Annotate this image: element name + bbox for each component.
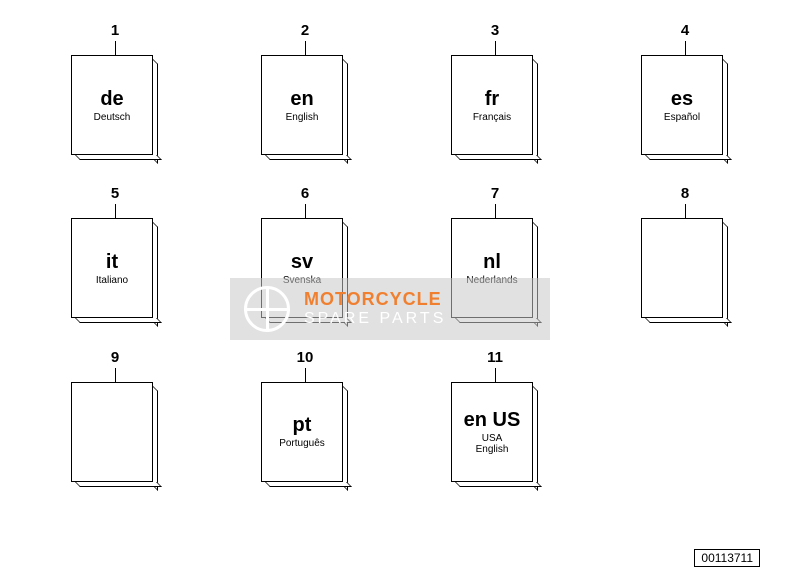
callout-number: 11 bbox=[487, 349, 503, 366]
book-cover: fr Français bbox=[451, 55, 533, 155]
book-pages bbox=[455, 482, 542, 487]
book-cover bbox=[71, 382, 153, 482]
book-cover: es Español bbox=[641, 55, 723, 155]
book-cover bbox=[641, 218, 723, 318]
callout-number: 9 bbox=[111, 349, 119, 366]
grid-cell: 9 bbox=[20, 349, 210, 512]
grid-cell: 11 en USUSA English bbox=[400, 349, 590, 512]
book-spine bbox=[153, 59, 158, 164]
grid-cell: 10 pt Português bbox=[210, 349, 400, 512]
grid-cell: 8 bbox=[590, 185, 780, 348]
book-spine bbox=[533, 222, 538, 327]
manual-book-icon: it Italiano bbox=[71, 218, 159, 326]
book-spine bbox=[723, 222, 728, 327]
language-name: Deutsch bbox=[94, 112, 131, 123]
language-name: Nederlands bbox=[466, 275, 517, 286]
language-code: pt bbox=[293, 414, 312, 436]
manual-book-icon: sv Svenska bbox=[261, 218, 349, 326]
book-cover: en English bbox=[261, 55, 343, 155]
language-code: es bbox=[671, 88, 693, 110]
book-pages bbox=[75, 318, 162, 323]
book-cover: sv Svenska bbox=[261, 218, 343, 318]
book-pages bbox=[645, 318, 732, 323]
callout-number: 7 bbox=[491, 185, 499, 202]
book-spine bbox=[533, 386, 538, 491]
language-name: USA English bbox=[476, 433, 509, 455]
language-name: Svenska bbox=[283, 275, 321, 286]
language-code: nl bbox=[483, 251, 501, 273]
language-name: Italiano bbox=[96, 275, 128, 286]
callout-number: 2 bbox=[301, 22, 309, 39]
book-pages bbox=[75, 155, 162, 160]
manual-book-icon: pt Português bbox=[261, 382, 349, 490]
leader-line bbox=[495, 204, 496, 218]
leader-line bbox=[685, 41, 686, 55]
leader-line bbox=[115, 204, 116, 218]
language-code: fr bbox=[485, 88, 499, 110]
language-code: en bbox=[290, 88, 313, 110]
language-name: Français bbox=[473, 112, 511, 123]
book-cover: pt Português bbox=[261, 382, 343, 482]
language-name: Português bbox=[279, 438, 325, 449]
manual-book-icon bbox=[71, 382, 159, 490]
book-pages bbox=[265, 155, 352, 160]
grid-cell bbox=[590, 349, 780, 512]
diagram-grid: 1 de Deutsch 2 en English 3 fr Français 4 es Españo… bbox=[20, 22, 780, 512]
language-code: sv bbox=[291, 251, 313, 273]
manual-book-icon: de Deutsch bbox=[71, 55, 159, 163]
book-cover: de Deutsch bbox=[71, 55, 153, 155]
book-spine bbox=[533, 59, 538, 164]
callout-number: 1 bbox=[111, 22, 119, 39]
leader-line bbox=[305, 41, 306, 55]
book-spine bbox=[343, 222, 348, 327]
callout-number: 3 bbox=[491, 22, 499, 39]
manual-book-icon: es Español bbox=[641, 55, 729, 163]
leader-line bbox=[305, 368, 306, 382]
book-spine bbox=[153, 222, 158, 327]
leader-line bbox=[115, 41, 116, 55]
language-name: Español bbox=[664, 112, 700, 123]
grid-cell: 6 sv Svenska bbox=[210, 185, 400, 348]
callout-number: 5 bbox=[111, 185, 119, 202]
grid-cell: 2 en English bbox=[210, 22, 400, 185]
callout-number: 4 bbox=[681, 22, 689, 39]
leader-line bbox=[685, 204, 686, 218]
book-spine bbox=[153, 386, 158, 491]
manual-book-icon: en English bbox=[261, 55, 349, 163]
grid-cell: 7 nl Nederlands bbox=[400, 185, 590, 348]
language-code: it bbox=[106, 251, 118, 273]
book-pages bbox=[265, 318, 352, 323]
grid-cell: 5 it Italiano bbox=[20, 185, 210, 348]
language-code: en US bbox=[464, 409, 521, 431]
book-pages bbox=[265, 482, 352, 487]
leader-line bbox=[495, 368, 496, 382]
language-name: English bbox=[286, 112, 319, 123]
grid-cell: 4 es Español bbox=[590, 22, 780, 185]
language-code: de bbox=[100, 88, 123, 110]
part-number: 00113711 bbox=[701, 551, 753, 565]
book-spine bbox=[343, 59, 348, 164]
book-spine bbox=[723, 59, 728, 164]
leader-line bbox=[115, 368, 116, 382]
book-pages bbox=[455, 155, 542, 160]
leader-line bbox=[305, 204, 306, 218]
book-cover: it Italiano bbox=[71, 218, 153, 318]
callout-number: 8 bbox=[681, 185, 689, 202]
callout-number: 6 bbox=[301, 185, 309, 202]
manual-book-icon: en USUSA English bbox=[451, 382, 539, 490]
grid-cell: 1 de Deutsch bbox=[20, 22, 210, 185]
manual-book-icon bbox=[641, 218, 729, 326]
book-cover: en USUSA English bbox=[451, 382, 533, 482]
leader-line bbox=[495, 41, 496, 55]
manual-book-icon: nl Nederlands bbox=[451, 218, 539, 326]
book-pages bbox=[645, 155, 732, 160]
part-number-box: 00113711 bbox=[694, 549, 760, 567]
manual-book-icon: fr Français bbox=[451, 55, 539, 163]
book-pages bbox=[75, 482, 162, 487]
book-pages bbox=[455, 318, 542, 323]
grid-cell: 3 fr Français bbox=[400, 22, 590, 185]
callout-number: 10 bbox=[297, 349, 314, 366]
book-cover: nl Nederlands bbox=[451, 218, 533, 318]
book-spine bbox=[343, 386, 348, 491]
